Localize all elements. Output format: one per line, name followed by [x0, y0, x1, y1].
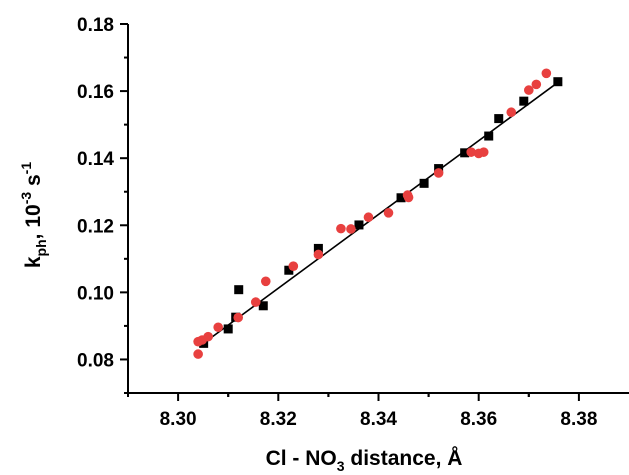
- data-point-circle: [213, 322, 223, 333]
- y-tick-label: 0.16: [77, 82, 114, 103]
- y-tick-label: 0.14: [77, 149, 114, 170]
- data-point-circle: [233, 312, 244, 323]
- x-tick-label: 8.36: [460, 409, 497, 430]
- data-point-square: [284, 265, 294, 275]
- data-point-circle: [383, 208, 394, 218]
- y-axis-title-subscript: ph: [33, 239, 49, 256]
- y-axis-title-mid2: s: [22, 174, 45, 192]
- data-point-circle: [260, 276, 271, 287]
- data-point-circle: [506, 107, 517, 118]
- y-tick-label: 0.12: [77, 216, 114, 237]
- axes: [120, 23, 629, 401]
- x-tick-labels: 8.30 8.32 8.34 8.36 8.38: [160, 409, 598, 430]
- data-point-circle: [363, 212, 374, 223]
- x-tick-label: 8.38: [560, 409, 597, 430]
- data-point-circle: [336, 223, 346, 234]
- y-tick-label: 0.10: [77, 283, 114, 304]
- data-point-square: [258, 301, 268, 311]
- data-point-square: [396, 193, 406, 203]
- data-point-circle: [288, 261, 299, 271]
- data-point-circle: [313, 249, 324, 260]
- y-tick-labels: 0.08 0.10 0.12 0.14 0.16 0.18: [77, 15, 114, 371]
- data-point-circle: [541, 68, 552, 79]
- x-axis-title: Cl - NO3 distance, Å: [266, 446, 463, 474]
- data-point-circle: [433, 168, 444, 178]
- data-point-circle: [346, 224, 356, 234]
- data-point-square: [419, 178, 429, 188]
- data-point-circle: [524, 85, 534, 95]
- y-axis-title: kph, 10-3 s-1: [18, 162, 49, 268]
- x-axis-title-tail: distance, Å: [345, 446, 463, 470]
- data-point-square: [460, 148, 470, 158]
- data-point-circle: [203, 331, 213, 342]
- data-point-square: [494, 114, 504, 124]
- data-point-circle: [466, 147, 476, 157]
- y-axis-title-sup2: -1: [18, 162, 34, 175]
- x-tick-label: 8.34: [360, 409, 397, 430]
- data-point-circle: [403, 192, 414, 203]
- y-tick-label: 0.08: [77, 350, 114, 371]
- data-point-circle: [193, 349, 203, 359]
- y-axis-title-mid: , 10: [22, 204, 45, 239]
- y-tick-label: 0.18: [77, 15, 114, 36]
- data-point-square: [234, 285, 244, 295]
- data-point-circle: [531, 79, 542, 90]
- x-tick-label: 8.30: [160, 409, 197, 430]
- y-axis-title-sup1: -3: [18, 192, 34, 205]
- x-axis-title-subscript: 3: [337, 458, 345, 474]
- data-point-circle: [250, 297, 261, 307]
- data-point-square: [354, 220, 364, 230]
- data-point-square: [519, 96, 529, 106]
- data-point-square: [484, 131, 494, 141]
- data-point-circle: [478, 147, 489, 157]
- data-point-square: [553, 77, 563, 87]
- data-point-square: [313, 243, 323, 253]
- data-point-square: [223, 324, 233, 334]
- x-tick-label: 8.32: [260, 409, 297, 430]
- data-points: [193, 68, 563, 359]
